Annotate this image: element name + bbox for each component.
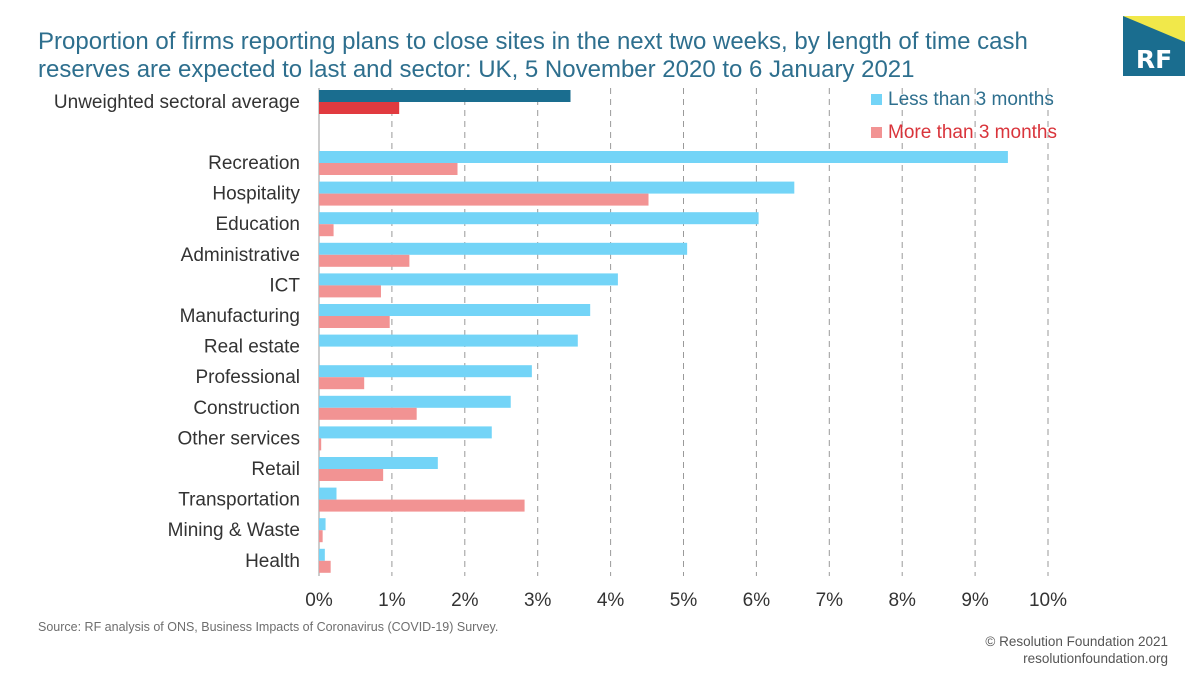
category-label: Mining & Waste [168,520,300,541]
bar-less-than-3-months [319,181,795,194]
bar-less-than-3-months [319,212,759,225]
bar-less-than-3-months [319,457,438,469]
bar-more-than-3-months [319,407,417,420]
category-label: Hospitality [212,184,300,205]
x-tick-label: 7% [816,590,844,611]
bar-more-than-3-months [319,163,458,175]
footer: © Resolution Foundation 2021 resolutionf… [985,633,1168,667]
logo-text: RF [1135,45,1173,74]
bar-more-than-3-months [319,377,365,390]
bar-less-than-3-months [319,365,532,378]
bar-less-than-3-months [319,548,325,561]
category-label: Professional [195,367,300,388]
category-label: Manufacturing [180,306,300,327]
copyright-text: © Resolution Foundation 2021 [985,634,1168,649]
x-tick-label: 1% [378,590,406,611]
x-tick-label: 3% [524,590,552,611]
category-label: Education [215,214,300,235]
bar-more-than-3-months [319,560,331,573]
bar-more-than-3-months [319,285,381,298]
chart-title: Proportion of firms reporting plans to c… [38,28,1028,83]
bar-less-than-3-months [319,426,492,439]
bar-more-than-3-months [319,224,334,237]
bar-more-than-3-months [319,254,410,267]
category-label: Transportation [178,490,300,511]
resolution-foundation-logo: RF [1123,16,1185,76]
bar-more-than-3-months [319,469,384,481]
footer-url: resolutionfoundation.org [1023,651,1168,666]
bar-less-than-3-months [319,395,511,408]
category-label: Administrative [181,245,300,266]
bar-less-than-3-months [319,304,591,316]
legend: Less than 3 months More than 3 months [871,89,1057,143]
bar-more-than-3-months [319,499,525,512]
bar-less-than-3-months [319,151,1008,163]
bars [319,90,1008,573]
x-tick-label: 9% [961,590,989,611]
x-tick-label: 10% [1029,590,1067,611]
category-labels: Unweighted sectoral average Recreation Hos… [54,92,301,572]
bar-more-than-3-months [319,193,649,206]
source-note: Source: RF analysis of ONS, Business Imp… [38,620,499,634]
bar-more-than-3-months [319,102,400,114]
bar-less-than-3-months [319,518,326,531]
bar-less-than-3-months [319,273,618,286]
x-tick-label: 8% [888,590,916,611]
category-label: Real estate [204,337,300,358]
x-tick-label: 4% [597,590,625,611]
bar-less-than-3-months [319,242,688,255]
legend-swatch-more-than-3-months [871,127,882,138]
x-tick-labels: 0% 1% 2% 3% 4% 5% 6% 7% 8% 9% 10% [305,590,1067,611]
bar-more-than-3-months [319,530,323,543]
category-label: Recreation [208,153,300,174]
category-label: Unweighted sectoral average [54,92,300,113]
x-tick-label: 6% [743,590,771,611]
bar-less-than-3-months [319,487,337,500]
category-label: Retail [251,459,300,480]
category-label: ICT [269,275,300,296]
x-tick-label: 5% [670,590,698,611]
category-label: Other services [178,428,300,449]
bar-less-than-3-months [319,334,578,347]
category-label: Health [245,551,300,572]
legend-label-more-than-3-months: More than 3 months [888,122,1057,143]
logo-flap-shape [1123,16,1185,42]
bar-more-than-3-months [319,438,322,451]
x-tick-label: 2% [451,590,479,611]
legend-swatch-less-than-3-months [871,94,882,105]
bar-more-than-3-months [319,316,390,328]
x-tick-label: 0% [305,590,333,611]
legend-label-less-than-3-months: Less than 3 months [888,89,1054,110]
bar-less-than-3-months [319,90,571,102]
category-label: Construction [193,398,300,419]
